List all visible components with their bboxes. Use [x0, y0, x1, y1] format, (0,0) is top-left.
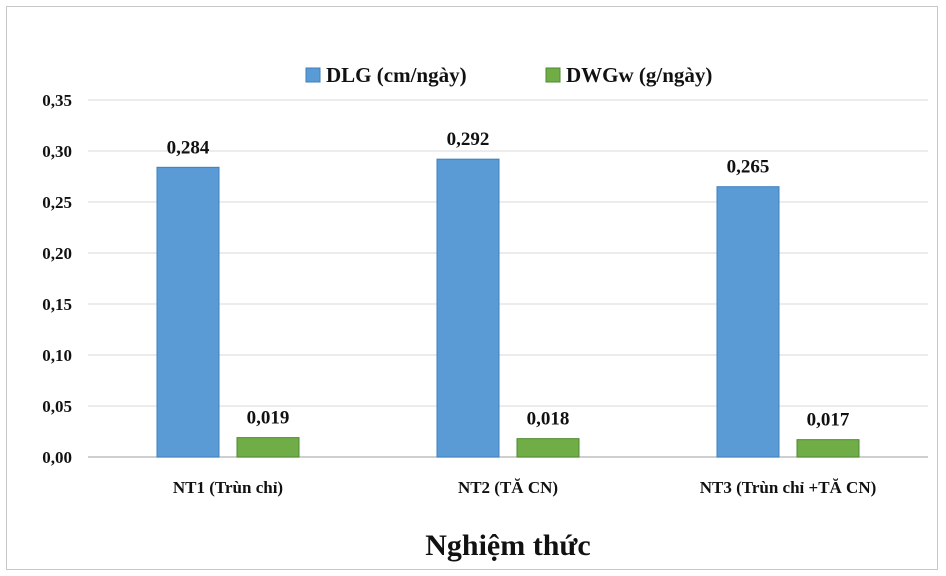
- data-label: 0,292: [447, 129, 490, 150]
- y-tick-label: 0,05: [42, 397, 72, 416]
- legend-label: DLG (cm/ngày): [326, 63, 467, 87]
- y-tick-label: 0,00: [42, 448, 72, 467]
- y-tick-label: 0,30: [42, 142, 72, 161]
- legend-swatch: [305, 67, 321, 83]
- x-axis-title: Nghiệm thức: [425, 529, 590, 562]
- bar: [516, 438, 580, 458]
- data-label: 0,019: [247, 408, 290, 429]
- legend-swatch: [545, 67, 561, 83]
- bar: [156, 166, 220, 458]
- x-tick-label: NT1 (Trùn chỉ): [173, 478, 283, 497]
- data-label: 0,017: [807, 410, 850, 431]
- x-tick-label: NT3 (Trùn chỉ +TĂ CN): [700, 478, 877, 497]
- bar: [436, 158, 500, 458]
- y-tick-label: 0,20: [42, 244, 72, 263]
- y-tick-label: 0,15: [42, 295, 72, 314]
- data-label: 0,265: [727, 157, 770, 178]
- y-tick-label: 0,35: [42, 91, 72, 110]
- y-tick-label: 0,10: [42, 346, 72, 365]
- y-tick-label: 0,25: [42, 193, 72, 212]
- legend-label: DWGw (g/ngày): [566, 63, 712, 87]
- bar: [796, 439, 860, 458]
- bar: [716, 186, 780, 458]
- x-tick-label: NT2 (TĂ CN): [458, 478, 558, 497]
- bar: [236, 437, 300, 458]
- data-label: 0,018: [527, 409, 570, 430]
- data-label: 0,284: [167, 137, 210, 158]
